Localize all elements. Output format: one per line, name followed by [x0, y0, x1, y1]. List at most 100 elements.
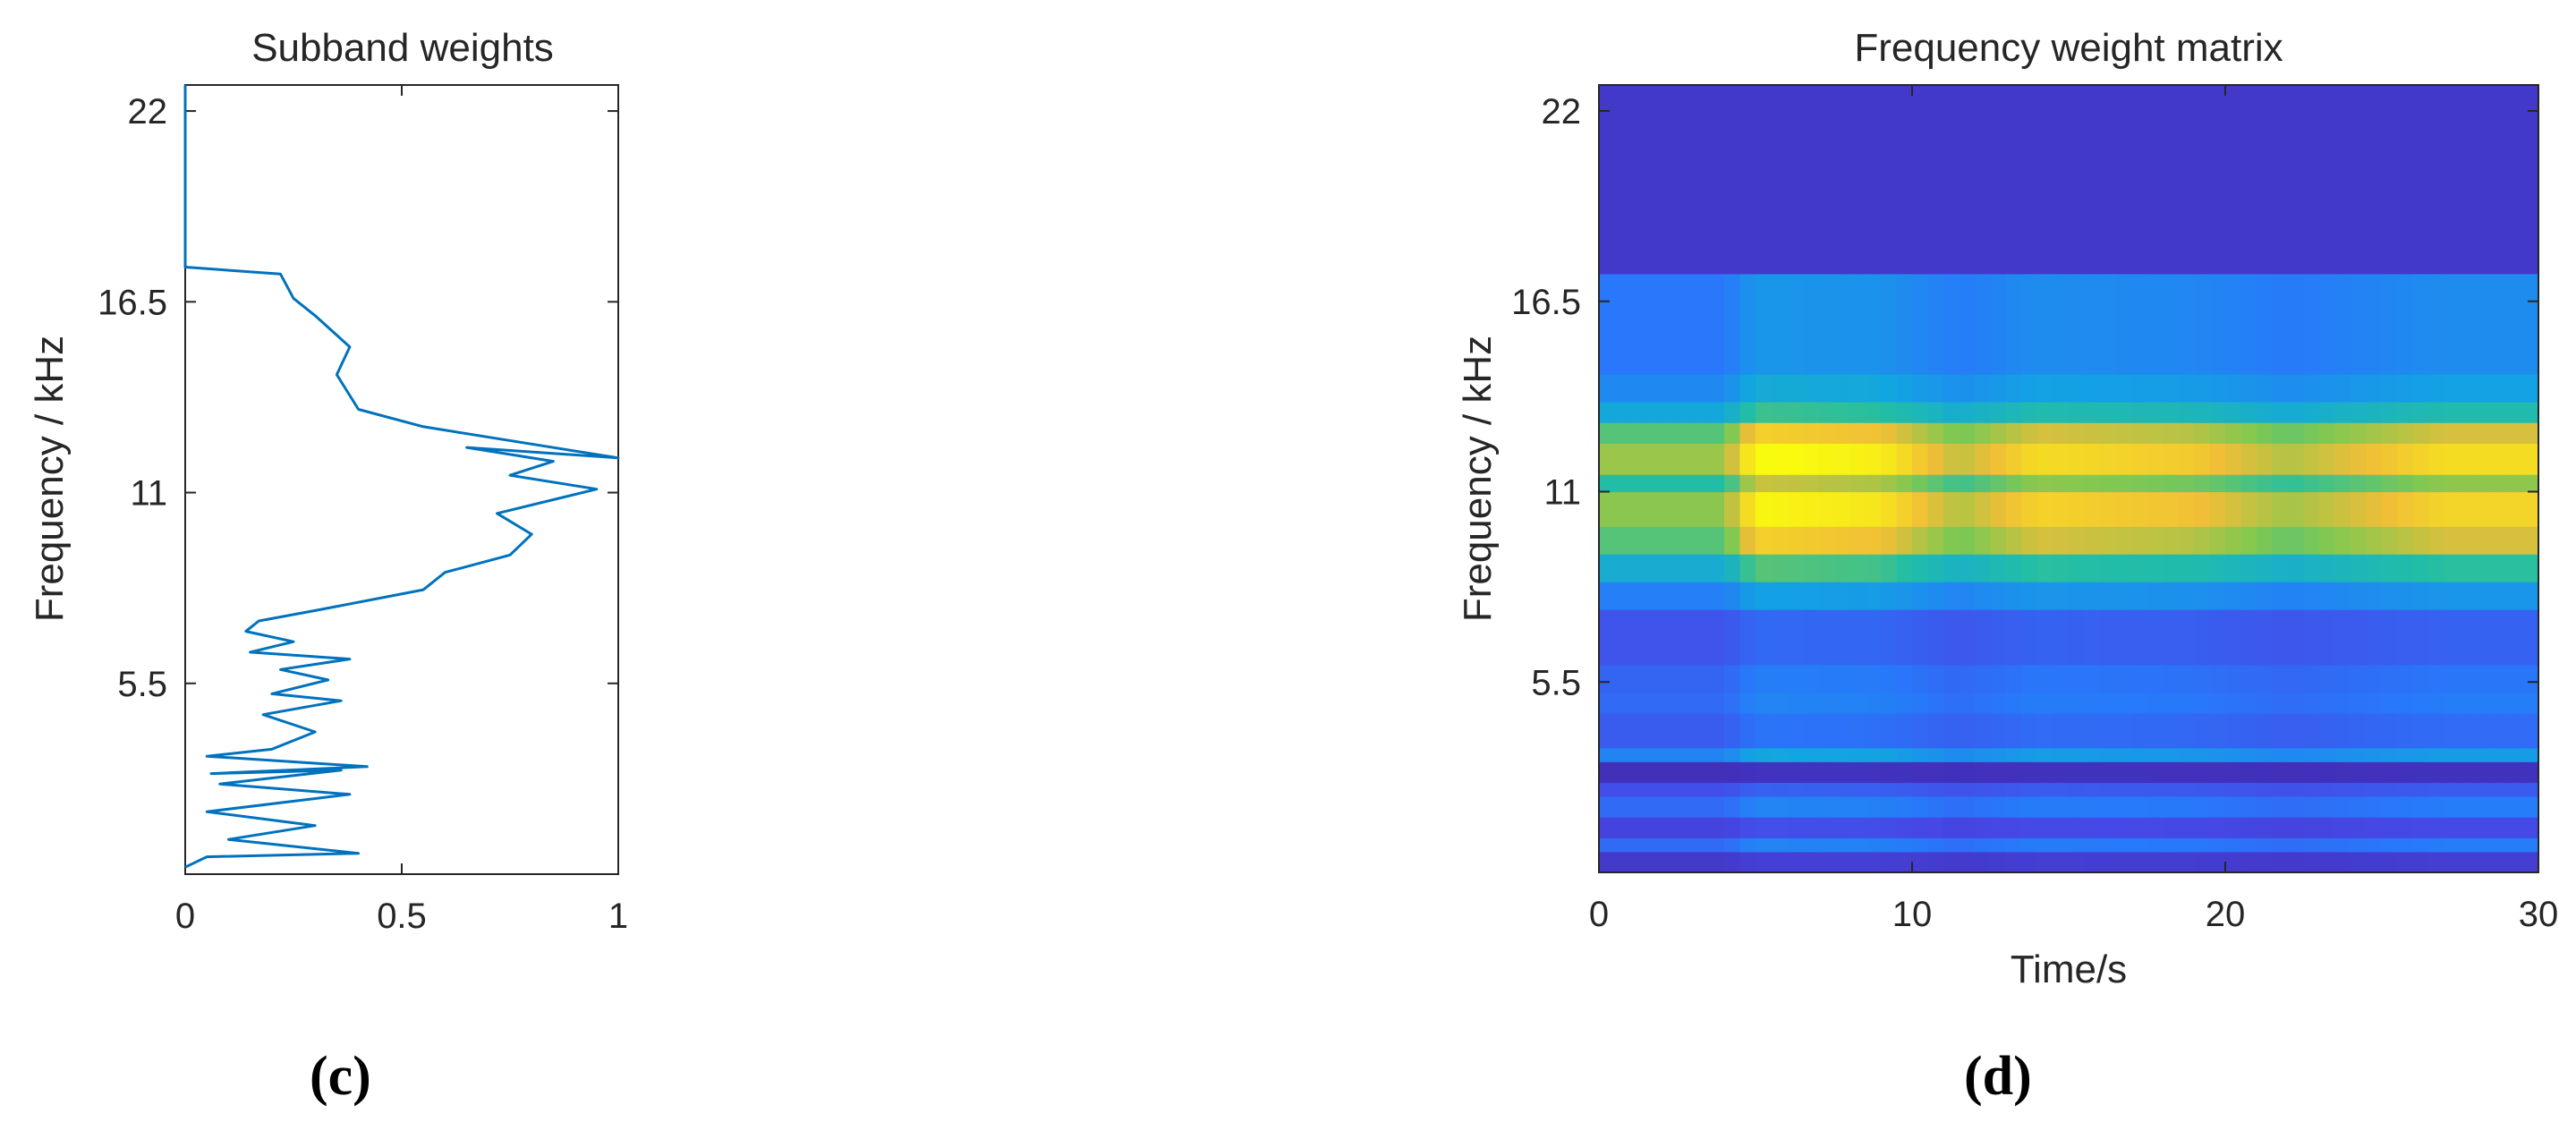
heatmap-cell	[2209, 526, 2226, 555]
heatmap-cell	[1865, 692, 1882, 714]
heatmap-cell	[2163, 401, 2180, 423]
heatmap-cell	[1802, 526, 1819, 555]
heatmap-cell	[1896, 582, 1913, 610]
heatmap-cell	[2006, 422, 2023, 444]
heatmap-cell	[1677, 582, 1694, 610]
heatmap-cell	[2225, 713, 2242, 749]
frequency-weight-matrix-chart: Frequency weight matrix Frequency / kHz …	[1456, 26, 2558, 991]
heatmap-cell	[2444, 582, 2461, 610]
heatmap-cell	[1818, 401, 1835, 423]
heatmap-cell	[1865, 401, 1882, 423]
heatmap-cell	[2069, 837, 2086, 853]
heatmap-cell	[2006, 526, 2023, 555]
heatmap-cell	[1818, 85, 1835, 275]
heatmap-cell	[2240, 782, 2257, 797]
heatmap-cell	[2037, 443, 2054, 475]
heatmap-cell	[2257, 443, 2274, 475]
heatmap-cell	[2507, 582, 2524, 610]
heatmap-cell	[2428, 491, 2445, 527]
heatmap-cell	[1881, 782, 1898, 797]
heatmap-cell	[2507, 443, 2524, 475]
heatmap-cell	[2163, 422, 2180, 444]
heatmap-cell	[1677, 782, 1694, 797]
heatmap-cell	[1990, 474, 2007, 493]
heatmap-cell	[1896, 692, 1913, 714]
heatmap-cell	[2100, 609, 2117, 666]
heatmap-cell	[1662, 664, 1679, 693]
heatmap-cell	[2428, 443, 2445, 475]
heatmap-cell	[1693, 609, 1710, 666]
heatmap-cell	[1739, 609, 1756, 666]
heatmap-cell	[1739, 443, 1756, 475]
heatmap-cell	[1645, 817, 1662, 838]
heatmap-cell	[2303, 782, 2320, 797]
heatmap-cell	[1756, 373, 1773, 403]
heatmap-cell	[2053, 582, 2070, 610]
heatmap-cell	[1943, 474, 1960, 493]
heatmap-cell	[1677, 474, 1694, 493]
heatmap-cell	[2272, 526, 2289, 555]
heatmap-cell	[1708, 837, 1725, 853]
heatmap-cell	[2084, 582, 2101, 610]
heatmap-cell	[1881, 526, 1898, 555]
heatmap-cell	[2334, 474, 2351, 493]
heatmap-cell	[1662, 373, 1679, 403]
heatmap-cell	[1833, 582, 1850, 610]
heatmap-cell	[2382, 851, 2399, 872]
heatmap-cell	[1599, 373, 1616, 403]
heatmap-cell	[2444, 761, 2461, 784]
heatmap-cell	[1708, 422, 1725, 444]
heatmap-cell	[1833, 474, 1850, 493]
heatmap-cell	[1739, 582, 1756, 610]
heatmap-cell	[2382, 692, 2399, 714]
heatmap-cell	[1739, 474, 1756, 493]
heatmap-cell	[1614, 273, 1631, 375]
heatmap-cell	[1599, 609, 1616, 666]
heatmap-cell	[2303, 761, 2320, 784]
heatmap-cell	[1990, 273, 2007, 375]
heatmap-cell	[2460, 664, 2477, 693]
heatmap-cell	[1630, 582, 1647, 610]
heatmap-cell	[2397, 664, 2414, 693]
heatmap-cell	[1756, 664, 1773, 693]
heatmap-cell	[1833, 761, 1850, 784]
heatmap-cell	[1662, 85, 1679, 275]
heatmap-cell	[1943, 713, 1960, 749]
heatmap-cell	[2225, 491, 2242, 527]
heatmap-cell	[1990, 761, 2007, 784]
heatmap-cell	[2522, 474, 2538, 493]
heatmap-cell	[2476, 795, 2493, 818]
chart-d-ytick-label: 16.5	[1511, 283, 1581, 322]
heatmap-cell	[1739, 373, 1756, 403]
heatmap-cell	[1943, 795, 1960, 818]
heatmap-cell	[1771, 474, 1788, 493]
heatmap-cell	[2444, 526, 2461, 555]
heatmap-cell	[2194, 474, 2211, 493]
heatmap-cell	[2209, 837, 2226, 853]
heatmap-cell	[2115, 713, 2132, 749]
heatmap-cell	[1677, 85, 1694, 275]
heatmap-cell	[1614, 761, 1631, 784]
heatmap-cell	[2209, 85, 2226, 275]
heatmap-cell	[1645, 782, 1662, 797]
heatmap-cell	[1614, 851, 1631, 872]
heatmap-cell	[2351, 491, 2368, 527]
heatmap-cell	[2100, 761, 2117, 784]
chart-d-xtick-label: 20	[2206, 895, 2246, 934]
heatmap-cell	[1724, 664, 1741, 693]
heatmap-cell	[2319, 713, 2336, 749]
heatmap-cell	[1865, 422, 1882, 444]
heatmap-cell	[1677, 554, 1694, 582]
heatmap-cell	[2194, 401, 2211, 423]
heatmap-cell	[2147, 713, 2164, 749]
heatmap-cell	[2194, 422, 2211, 444]
heatmap-cell	[2319, 747, 2336, 762]
heatmap-cell	[2178, 273, 2195, 375]
heatmap-cell	[1943, 85, 1960, 275]
heatmap-cell	[1802, 491, 1819, 527]
heatmap-cell	[2491, 713, 2508, 749]
heatmap-cell	[1787, 526, 1804, 555]
heatmap-cell	[2444, 401, 2461, 423]
heatmap-cell	[2444, 422, 2461, 444]
heatmap-cell	[2053, 526, 2070, 555]
